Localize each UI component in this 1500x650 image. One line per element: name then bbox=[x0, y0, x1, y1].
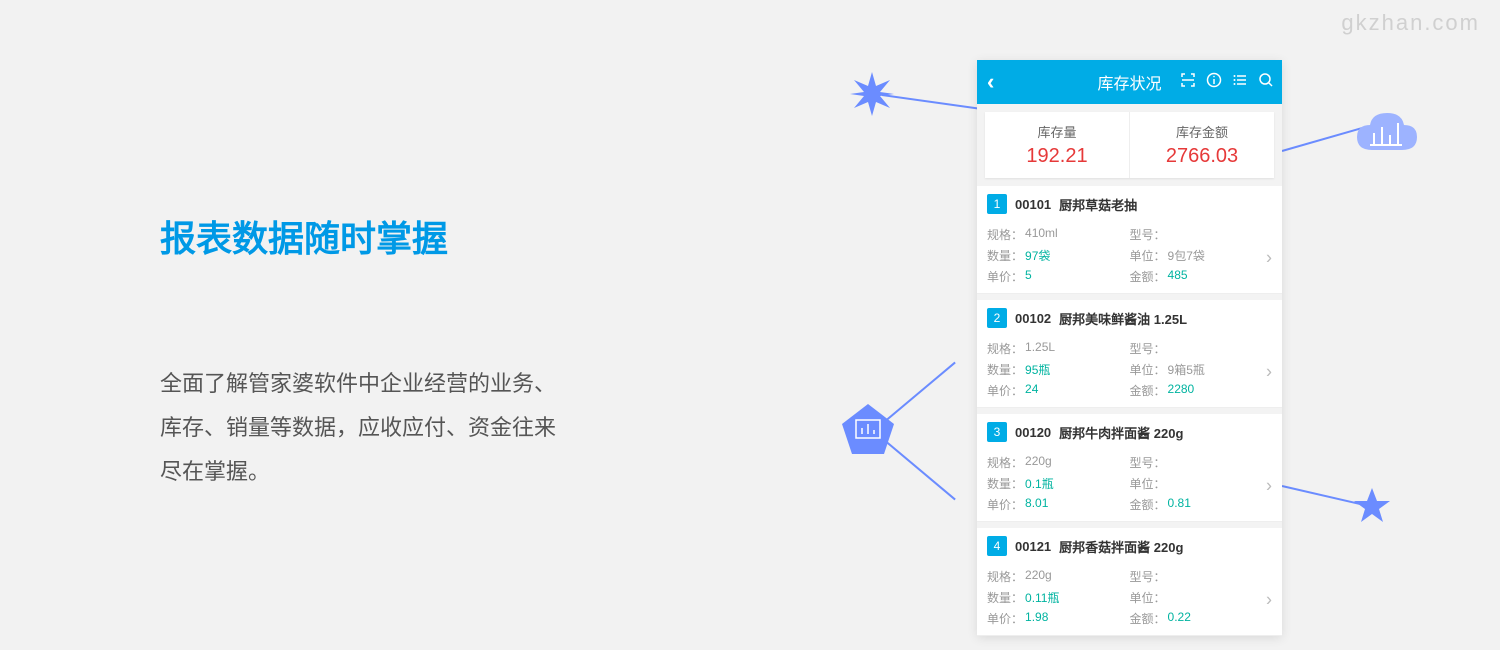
spec-value: 220g bbox=[1025, 454, 1052, 471]
price-value: 8.01 bbox=[1025, 496, 1048, 513]
amount-value: 2280 bbox=[1168, 382, 1195, 399]
chevron-right-icon: › bbox=[1266, 475, 1272, 496]
qty-value: 95瓶 bbox=[1025, 361, 1050, 378]
summary-amount: 库存金额 2766.03 bbox=[1130, 112, 1274, 178]
chevron-right-icon: › bbox=[1266, 247, 1272, 268]
search-icon[interactable] bbox=[1258, 72, 1274, 92]
summary-qty: 库存量 192.21 bbox=[985, 112, 1130, 178]
pentagon-monitor-icon bbox=[838, 400, 898, 460]
qty-label: 数量： bbox=[987, 247, 1023, 264]
spec-label: 规格： bbox=[987, 568, 1023, 585]
price-value: 5 bbox=[1025, 268, 1032, 285]
unit-label: 单位： bbox=[1130, 589, 1166, 606]
spec-label: 规格： bbox=[987, 226, 1023, 243]
item-index: 4 bbox=[987, 536, 1007, 556]
page-title: 库存状况 bbox=[1097, 70, 1161, 94]
price-label: 单价： bbox=[987, 268, 1023, 285]
summary-amount-label: 库存金额 bbox=[1130, 122, 1274, 141]
inventory-item[interactable]: 1 00101 厨邦草菇老抽规格：410ml 型号： 数量：97袋 单位：9包7袋单价：5… bbox=[977, 186, 1282, 294]
price-label: 单价： bbox=[987, 496, 1023, 513]
spec-value: 410ml bbox=[1025, 226, 1058, 243]
connector-line bbox=[882, 94, 979, 110]
item-name: 厨邦草菇老抽 bbox=[1059, 195, 1137, 214]
price-label: 单价： bbox=[987, 610, 1023, 627]
unit-label: 单位： bbox=[1130, 475, 1166, 492]
qty-value: 0.1瓶 bbox=[1025, 475, 1054, 492]
list-icon[interactable] bbox=[1232, 72, 1248, 92]
watermark: gkzhan.com bbox=[1341, 10, 1480, 36]
cloud-chart-icon bbox=[1352, 105, 1422, 165]
amount-label: 金额： bbox=[1130, 268, 1166, 285]
model-label: 型号： bbox=[1130, 454, 1166, 471]
item-name: 厨邦美味鲜酱油 1.25L bbox=[1059, 309, 1187, 328]
desc-line: 库存、销量等数据，应收应付、资金往来 bbox=[160, 406, 680, 450]
description: 全面了解管家婆软件中企业经营的业务、 库存、销量等数据，应收应付、资金往来 尽在… bbox=[160, 362, 680, 494]
inventory-item[interactable]: 3 00120 厨邦牛肉拌面酱 220g 规格：220g 型号： 数量：0.1瓶 单位： 单价… bbox=[977, 414, 1282, 522]
qty-value: 97袋 bbox=[1025, 247, 1050, 264]
item-name: 厨邦香菇拌面酱 220g bbox=[1059, 537, 1183, 556]
qty-label: 数量： bbox=[987, 589, 1023, 606]
app-header: ‹ 库存状况 bbox=[977, 60, 1282, 104]
phone-mock: ‹ 库存状况 库存量 192.21 库存金额 2766.03 1 00101 bbox=[977, 60, 1282, 636]
spec-value: 220g bbox=[1025, 568, 1052, 585]
spec-label: 规格： bbox=[987, 454, 1023, 471]
qty-label: 数量： bbox=[987, 475, 1023, 492]
qty-value: 0.11瓶 bbox=[1025, 589, 1059, 606]
qty-label: 数量： bbox=[987, 361, 1023, 378]
price-value: 24 bbox=[1025, 382, 1038, 399]
star-icon bbox=[1352, 486, 1392, 526]
spec-value: 1.25L bbox=[1025, 340, 1055, 357]
unit-label: 单位： bbox=[1130, 361, 1166, 378]
model-label: 型号： bbox=[1130, 568, 1166, 585]
item-index: 3 bbox=[987, 422, 1007, 442]
amount-value: 0.22 bbox=[1168, 610, 1191, 627]
item-name: 厨邦牛肉拌面酱 220g bbox=[1059, 423, 1183, 442]
model-label: 型号： bbox=[1130, 226, 1166, 243]
headline: 报表数据随时掌握 bbox=[160, 210, 680, 262]
item-code: 00121 bbox=[1015, 539, 1051, 554]
unit-label: 单位： bbox=[1130, 247, 1166, 264]
summary-card: 库存量 192.21 库存金额 2766.03 bbox=[985, 112, 1274, 178]
price-value: 1.98 bbox=[1025, 610, 1048, 627]
chevron-right-icon: › bbox=[1266, 361, 1272, 382]
inventory-item[interactable]: 4 00121 厨邦香菇拌面酱 220g 规格：220g 型号： 数量：0.11瓶 单位： 单… bbox=[977, 528, 1282, 636]
desc-line: 尽在掌握。 bbox=[160, 450, 680, 494]
spec-label: 规格： bbox=[987, 340, 1023, 357]
amount-label: 金额： bbox=[1130, 610, 1166, 627]
item-index: 1 bbox=[987, 194, 1007, 214]
desc-line: 全面了解管家婆软件中企业经营的业务、 bbox=[160, 362, 680, 406]
summary-amount-value: 2766.03 bbox=[1130, 145, 1274, 168]
item-index: 2 bbox=[987, 308, 1007, 328]
summary-qty-label: 库存量 bbox=[985, 122, 1129, 141]
amount-label: 金额： bbox=[1130, 382, 1166, 399]
unit-value: 9箱5瓶 bbox=[1168, 361, 1205, 378]
summary-qty-value: 192.21 bbox=[985, 145, 1129, 168]
amount-value: 485 bbox=[1168, 268, 1188, 285]
inventory-list: 100101厨邦草菇老抽规格：410ml型号：数量：97袋单位：9包7袋单价：5… bbox=[977, 186, 1282, 636]
amount-label: 金额： bbox=[1130, 496, 1166, 513]
inventory-item[interactable]: 2 00102 厨邦美味鲜酱油 1.25L 规格：1.25L 型号： 数量：95瓶 单位：9… bbox=[977, 300, 1282, 408]
chevron-right-icon: › bbox=[1266, 589, 1272, 610]
item-code: 00102 bbox=[1015, 311, 1051, 326]
item-code: 00120 bbox=[1015, 425, 1051, 440]
info-icon[interactable] bbox=[1206, 72, 1222, 92]
burst-icon bbox=[848, 70, 896, 118]
unit-value: 9包7袋 bbox=[1168, 247, 1205, 264]
amount-value: 0.81 bbox=[1168, 496, 1191, 513]
model-label: 型号： bbox=[1130, 340, 1166, 357]
marketing-text: 报表数据随时掌握 全面了解管家婆软件中企业经营的业务、 库存、销量等数据，应收应… bbox=[160, 210, 680, 494]
price-label: 单价： bbox=[987, 382, 1023, 399]
item-code: 00101 bbox=[1015, 197, 1051, 212]
back-button[interactable]: ‹ bbox=[987, 69, 994, 95]
scan-icon[interactable] bbox=[1180, 72, 1196, 92]
